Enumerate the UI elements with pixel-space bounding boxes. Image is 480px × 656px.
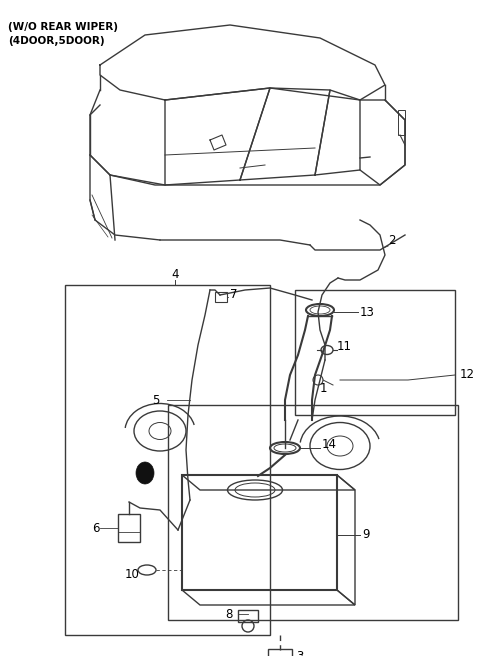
Bar: [118, 514, 140, 542]
Text: 14: 14: [322, 438, 337, 451]
Text: 11: 11: [337, 340, 352, 354]
Text: 5: 5: [152, 394, 159, 407]
Text: 6: 6: [92, 522, 99, 535]
Text: 7: 7: [230, 289, 238, 302]
Bar: [398, 110, 405, 135]
Text: (W/O REAR WIPER): (W/O REAR WIPER): [8, 22, 118, 32]
Text: 13: 13: [360, 306, 375, 319]
Bar: [268, 649, 292, 656]
Text: (4DOOR,5DOOR): (4DOOR,5DOOR): [8, 36, 105, 46]
Text: 10: 10: [125, 569, 140, 581]
Text: 3: 3: [296, 651, 303, 656]
Bar: [182, 475, 337, 590]
Text: 1: 1: [320, 382, 327, 394]
Text: 12: 12: [460, 369, 475, 382]
Text: 9: 9: [362, 529, 370, 541]
Bar: [65, 285, 270, 635]
Bar: [215, 292, 227, 302]
Text: 4: 4: [171, 268, 179, 281]
Text: 2: 2: [388, 234, 396, 247]
Bar: [238, 610, 258, 622]
Ellipse shape: [136, 462, 154, 484]
Text: 8: 8: [225, 607, 232, 621]
Bar: [168, 405, 458, 620]
Bar: [295, 290, 455, 415]
